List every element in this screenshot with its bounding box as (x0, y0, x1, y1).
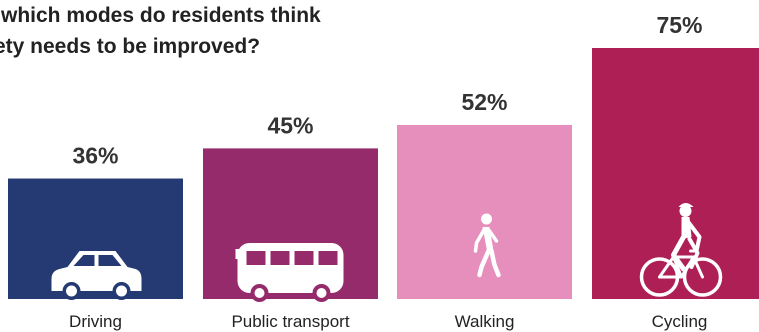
value-label: 75% (656, 12, 702, 38)
category-label: Public transport (231, 312, 349, 331)
walking-person-icon (473, 213, 501, 278)
bar-walking (397, 124, 572, 300)
category-label: Walking (455, 312, 515, 331)
value-label: 52% (461, 89, 507, 115)
chart-title: r which modes do residents think fety ne… (0, 0, 321, 62)
chart-title-line-2: fety needs to be improved? (0, 35, 261, 58)
value-label: 36% (72, 143, 118, 169)
category-label: Driving (69, 312, 122, 331)
car-icon (51, 251, 142, 300)
chart-title-line-1: r which modes do residents think (0, 4, 321, 27)
category-label: Cycling (652, 312, 708, 331)
cyclist-icon (639, 203, 723, 297)
bus-icon (235, 243, 344, 302)
value-label: 45% (267, 112, 313, 138)
